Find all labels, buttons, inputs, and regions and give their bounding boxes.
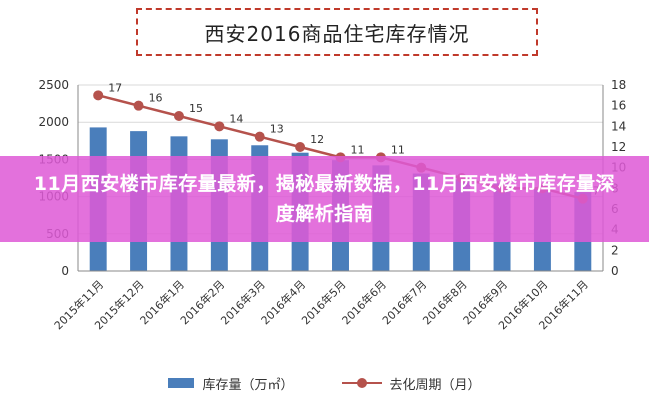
y-right-tick-label: 12 — [611, 140, 626, 154]
line-point — [295, 142, 306, 152]
line-point — [173, 111, 184, 121]
legend-swatch-bar — [168, 378, 195, 388]
line-data-label: 15 — [189, 102, 203, 115]
data-labels: 17161514131211117 — [108, 81, 600, 197]
legend-swatch-line — [341, 377, 382, 389]
y-right-tick-label: 16 — [611, 99, 626, 113]
line-point — [214, 121, 225, 132]
y-left-tick-label: 2500 — [38, 78, 69, 92]
line-data-label: 11 — [391, 143, 405, 156]
line-data-label: 14 — [229, 112, 243, 125]
y-left-tick-label: 2000 — [38, 115, 69, 129]
chart-legend: 库存量（万㎡） 去化周期（月） — [0, 372, 649, 394]
legend-label-inventory: 库存量（万㎡） — [202, 377, 294, 393]
legend-item-inventory: 库存量（万㎡） — [168, 374, 294, 393]
y-right-tick-label: 2 — [611, 243, 619, 257]
banner-text: 11月西安楼市库存量最新，揭秘最新数据，11月西安楼市库存量深度解析指南 — [33, 173, 616, 225]
overlay-banner: 11月西安楼市库存量最新，揭秘最新数据，11月西安楼市库存量深度解析指南 — [0, 156, 649, 242]
line-point — [254, 131, 265, 142]
line-point — [133, 100, 144, 111]
line-data-label: 17 — [108, 81, 122, 94]
line-data-label: 11 — [351, 143, 365, 156]
y-left-tick-label: 0 — [61, 264, 69, 278]
legend-label-cycle: 去化周期（月） — [389, 377, 481, 393]
y-right-tick-label: 18 — [611, 78, 626, 92]
chart-title: 西安2016商品住宅库存情况 — [204, 21, 470, 46]
y-right-tick-label: 0 — [611, 264, 619, 278]
y-right-tick-label: 14 — [611, 119, 626, 133]
line-data-label: 13 — [270, 123, 284, 136]
line-point — [93, 90, 104, 101]
line-data-label: 12 — [310, 133, 324, 146]
chart-title-box: 西安2016商品住宅库存情况 — [136, 8, 538, 56]
line-data-label: 16 — [149, 92, 163, 105]
legend-item-cycle: 去化周期（月） — [341, 374, 481, 393]
